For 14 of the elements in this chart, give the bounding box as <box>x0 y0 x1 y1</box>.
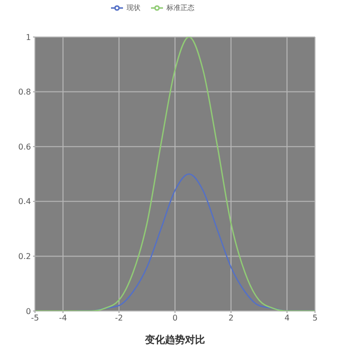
x-tick-label: 5 <box>312 314 318 323</box>
x-tick-label: -2 <box>115 314 123 323</box>
x-tick-label: -5 <box>31 314 39 323</box>
y-tick-label: 0.8 <box>18 88 31 97</box>
x-tick-label: 0 <box>172 314 178 323</box>
x-tick-label: 4 <box>284 314 290 323</box>
y-tick-label: 0.4 <box>18 197 31 206</box>
y-tick-label: 0 <box>26 306 31 316</box>
y-tick-label: 0.6 <box>18 142 31 152</box>
y-tick-label: 1 <box>26 32 31 42</box>
text: 变化趋势对比 <box>144 333 206 347</box>
x-tick-label: 2 <box>228 314 234 323</box>
y-tick-label: 0.2 <box>18 252 31 262</box>
x-tick-label: -4 <box>59 314 67 323</box>
